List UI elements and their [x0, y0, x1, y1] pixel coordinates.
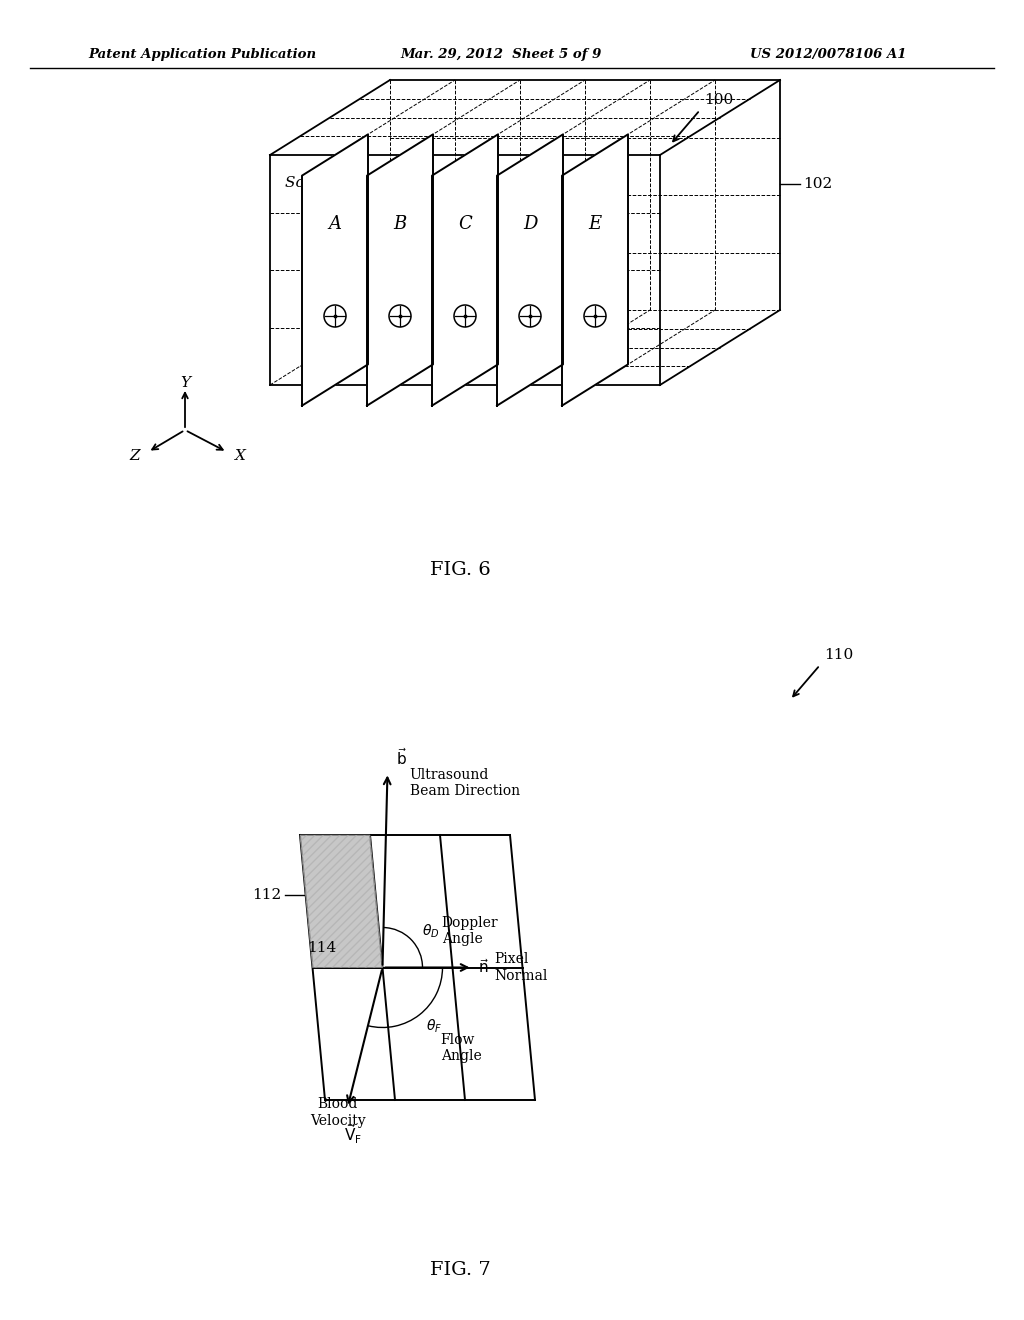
- Circle shape: [389, 305, 411, 327]
- Polygon shape: [367, 135, 433, 405]
- Text: D: D: [523, 215, 538, 234]
- Polygon shape: [300, 836, 383, 968]
- Text: 102: 102: [803, 177, 833, 190]
- Polygon shape: [302, 135, 368, 405]
- Circle shape: [454, 305, 476, 327]
- Text: 100: 100: [705, 92, 733, 107]
- Text: 114: 114: [307, 940, 337, 954]
- Text: Patent Application Publication: Patent Application Publication: [88, 48, 316, 61]
- Text: US 2012/0078106 A1: US 2012/0078106 A1: [750, 48, 906, 61]
- Circle shape: [519, 305, 541, 327]
- Text: A: A: [329, 215, 341, 234]
- Text: Flow
Angle: Flow Angle: [440, 1032, 481, 1063]
- Text: $\mathregular{\vec{n}}$: $\mathregular{\vec{n}}$: [478, 958, 489, 977]
- Polygon shape: [432, 135, 498, 405]
- Circle shape: [584, 305, 606, 327]
- Text: Ultrasound
Beam Direction: Ultrasound Beam Direction: [410, 767, 519, 797]
- Polygon shape: [300, 836, 535, 1100]
- Text: Pixel
Normal: Pixel Normal: [495, 953, 548, 982]
- Polygon shape: [497, 135, 563, 405]
- Text: C: C: [458, 215, 472, 234]
- Text: 110: 110: [824, 648, 853, 663]
- Text: Scan Plane: Scan Plane: [285, 176, 371, 190]
- Text: Blood
Velocity: Blood Velocity: [309, 1097, 366, 1127]
- Text: FIG. 6: FIG. 6: [430, 561, 490, 579]
- Text: $\theta_D$: $\theta_D$: [422, 923, 439, 940]
- Text: $\mathregular{\vec{V}_F}$: $\mathregular{\vec{V}_F}$: [343, 1122, 361, 1146]
- Text: X: X: [234, 449, 246, 463]
- Text: $\theta_F$: $\theta_F$: [426, 1018, 441, 1035]
- Text: 112: 112: [252, 888, 281, 902]
- Text: $\mathregular{\vec{b}}$: $\mathregular{\vec{b}}$: [395, 747, 407, 767]
- Text: Mar. 29, 2012  Sheet 5 of 9: Mar. 29, 2012 Sheet 5 of 9: [400, 48, 601, 61]
- Text: E: E: [589, 215, 601, 234]
- Text: FIG. 7: FIG. 7: [430, 1261, 490, 1279]
- Text: Y: Y: [180, 376, 190, 389]
- Circle shape: [324, 305, 346, 327]
- Text: Doppler
Angle: Doppler Angle: [441, 916, 499, 946]
- Text: B: B: [393, 215, 407, 234]
- Polygon shape: [562, 135, 628, 405]
- Text: Z: Z: [129, 449, 140, 463]
